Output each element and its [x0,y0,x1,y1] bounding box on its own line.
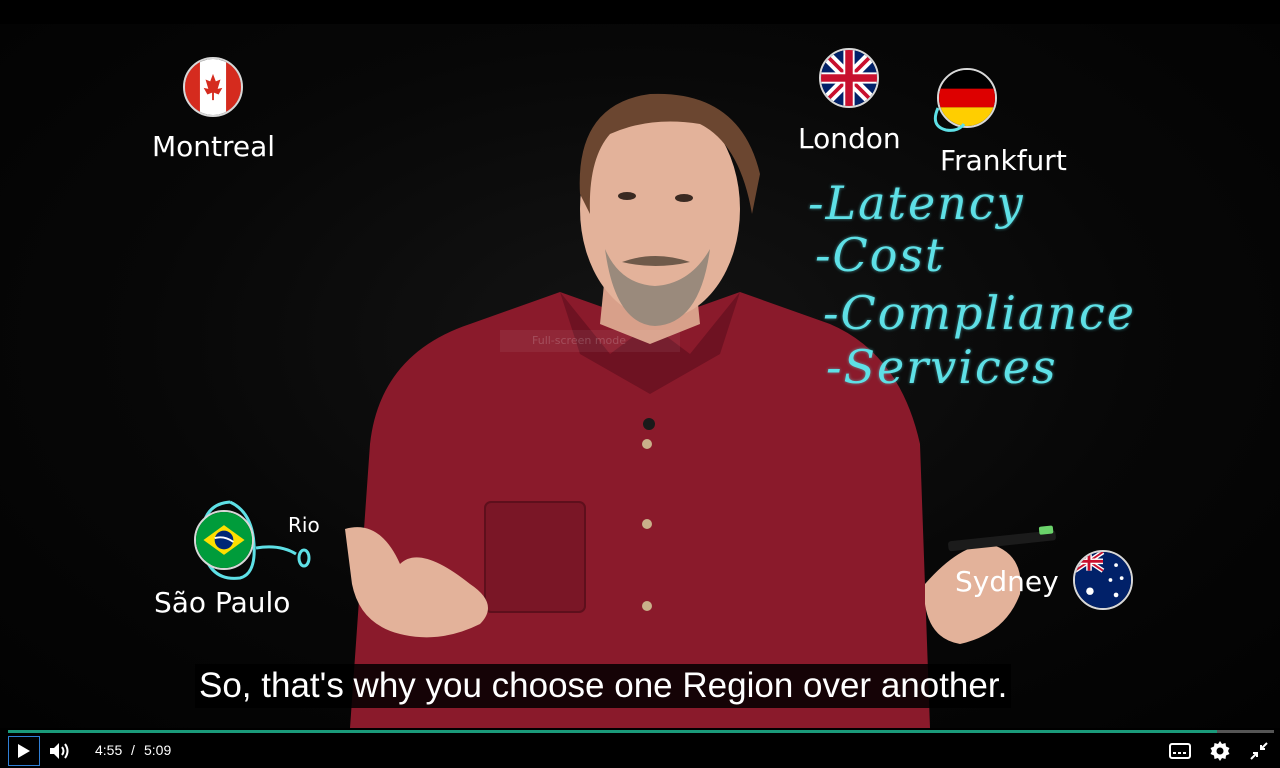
city-label-montreal: Montreal [152,130,276,163]
settings-button[interactable] [1206,736,1234,766]
city-label-london: London [798,122,901,155]
whiteboard-item-compliance: -Compliance [823,286,1136,340]
city-label-sao-paulo: São Paulo [154,586,291,619]
play-icon [18,744,30,758]
whiteboard-item-cost: -Cost [815,228,946,282]
subtitle-caption: So, that's why you choose one Region ove… [195,664,1012,708]
gear-icon [1210,741,1230,761]
fullscreen-hint: Full-screen mode [500,330,680,352]
city-label-rio: Rio [288,513,320,537]
exit-fullscreen-icon [1250,742,1268,760]
australia-flag-icon [1073,550,1133,610]
captions-button[interactable] [1166,736,1194,766]
captions-icon [1169,743,1191,759]
frankfurt-circle-mark [933,107,966,132]
player-control-bar: 4:55 / 5:09 [0,728,1280,768]
canada-flag-icon [183,57,243,117]
brazil-flag-icon [194,510,254,570]
whiteboard-item-latency: -Latency [808,176,1025,230]
progress-played [8,730,1218,733]
play-button[interactable] [8,736,40,766]
current-time: 4:55 [95,742,123,758]
volume-icon [50,743,69,759]
progress-bar[interactable] [8,730,1274,733]
video-frame[interactable]: Montreal London Frankfurt -Latency -Cost… [0,24,1280,728]
whiteboard-item-services: -Services [826,340,1058,394]
duration: 5:09 [144,742,172,758]
city-label-frankfurt: Frankfurt [940,144,1067,177]
city-label-sydney: Sydney [955,565,1059,598]
presenter-image [345,93,1056,728]
exit-fullscreen-button[interactable] [1246,736,1272,766]
volume-button[interactable] [46,736,74,766]
germany-flag-icon [937,68,997,128]
time-separator: / [131,742,135,758]
uk-flag-icon [819,48,879,108]
